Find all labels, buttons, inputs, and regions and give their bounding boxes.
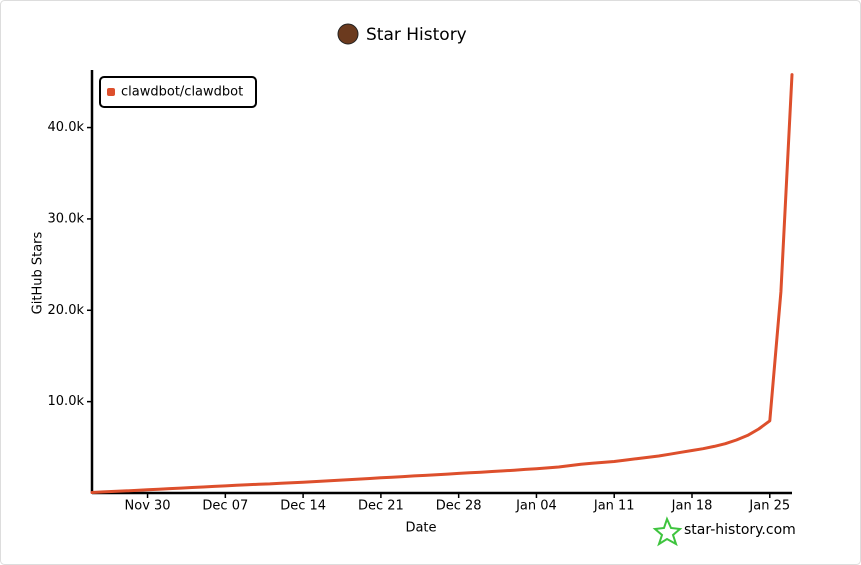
- x-tick-label: Jan 18: [671, 499, 713, 514]
- y-tick-label: 30.0k: [48, 211, 85, 226]
- watermark-icon: [652, 516, 683, 547]
- series-line: [90, 73, 794, 494]
- watermark-text: star-history.com: [684, 522, 796, 538]
- x-tick-label: Dec 14: [280, 499, 326, 514]
- x-tick-label: Dec 07: [202, 499, 248, 514]
- x-tick-label: Dec 21: [358, 499, 404, 514]
- x-tick-label: Jan 11: [593, 499, 635, 514]
- x-axis-label: Date: [405, 521, 436, 536]
- y-tick-label: 40.0k: [48, 120, 85, 135]
- legend-swatch: [107, 88, 115, 96]
- legend-box: [99, 76, 257, 108]
- y-tick-label: 20.0k: [48, 303, 85, 318]
- x-tick-label: Dec 28: [436, 499, 482, 514]
- watermark: star-history.com: [652, 516, 796, 547]
- x-tick-label: Jan 25: [748, 499, 790, 514]
- y-tick-label: 10.0k: [48, 394, 85, 409]
- y-axis-label: GitHub Stars: [31, 231, 46, 314]
- x-tick-label: Jan 04: [515, 499, 557, 514]
- avatar: [337, 23, 359, 45]
- x-tick-label: Nov 30: [125, 499, 171, 514]
- chart-title: Star History: [366, 25, 467, 45]
- legend-label: clawdbot/clawdbot: [121, 85, 243, 100]
